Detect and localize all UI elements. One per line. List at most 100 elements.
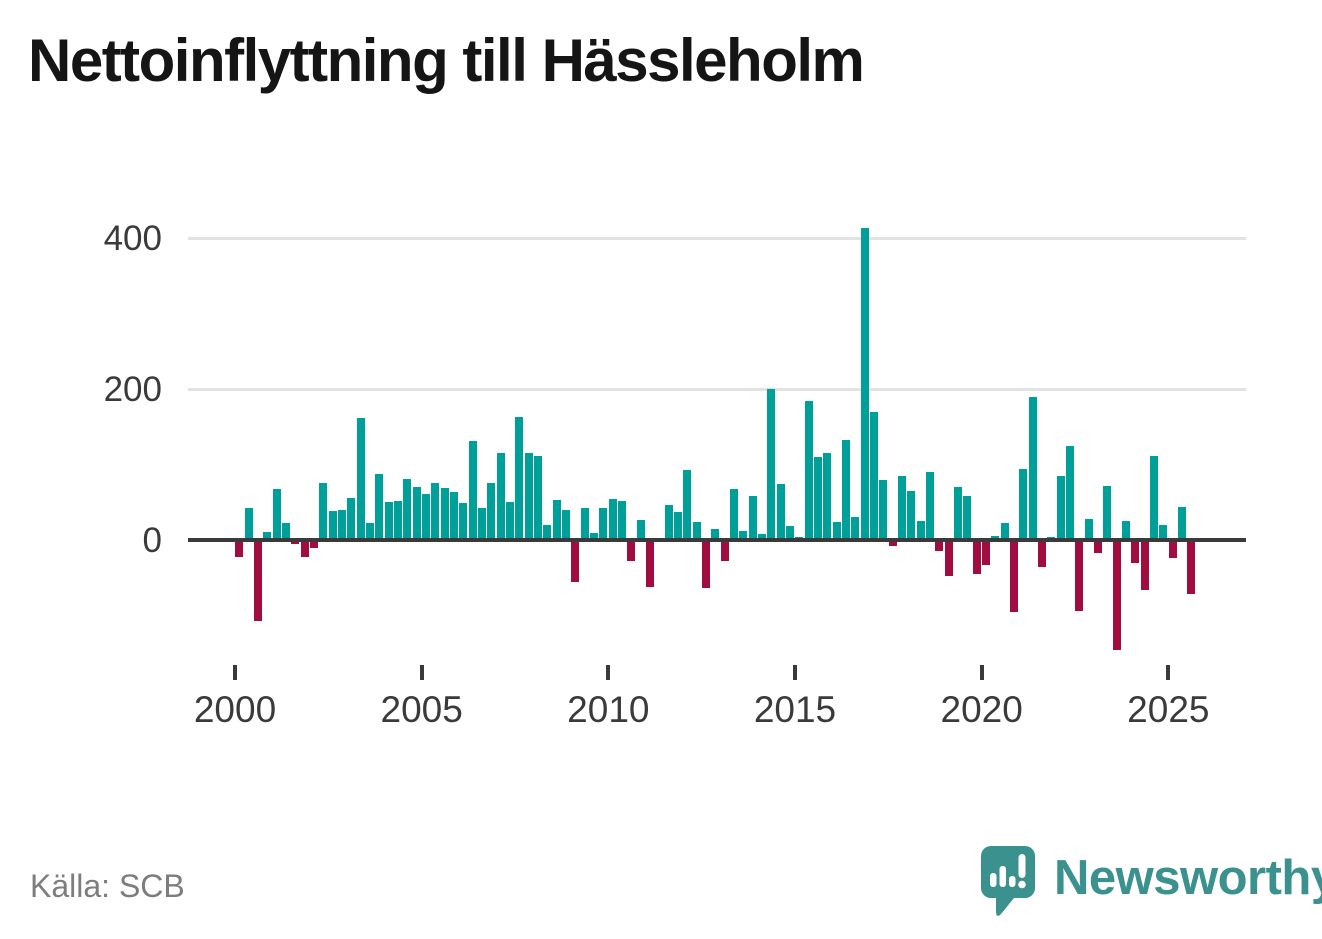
- x-axis-label-2005: 2005: [380, 689, 463, 730]
- source-caption: Källa: SCB: [30, 868, 185, 904]
- bar-2000-q17: [393, 500, 402, 540]
- bar-2000-q48: [683, 469, 692, 540]
- bar-2000-q15: [375, 473, 384, 540]
- bar-2000-q86: [1037, 540, 1046, 568]
- bar-2000-q10: [328, 511, 337, 540]
- bar-2000-q42: [627, 540, 636, 562]
- bar-2000-q28: [496, 453, 505, 540]
- bar-2000-q73: [916, 521, 925, 540]
- bar-2000-q1: [244, 507, 253, 540]
- bar-2000-q59: [785, 526, 794, 540]
- bar-2000-q57: [767, 389, 776, 540]
- bar-2000-q58: [776, 484, 785, 540]
- bar-2000-q30: [515, 417, 524, 540]
- x-axis-label-2010: 2010: [567, 689, 650, 730]
- bar-2000-q80: [981, 540, 990, 565]
- bar-2000-q20: [421, 494, 430, 540]
- bar-2000-q76: [944, 540, 953, 577]
- bar-2000-q37: [580, 508, 589, 540]
- y-axis-label-200: 200: [103, 369, 162, 409]
- bar-2000-q0: [235, 540, 244, 557]
- bar-2000-q77: [953, 487, 962, 540]
- newsworthy-logo-icon: [981, 846, 1035, 916]
- bar-2000-q54: [739, 530, 748, 540]
- bar-2000-q18: [403, 478, 412, 540]
- bar-2000-q47: [673, 512, 682, 540]
- bar-2000-q13: [356, 417, 365, 540]
- bar-2000-q32: [533, 456, 542, 540]
- bar-2000-q14: [365, 523, 374, 540]
- bar-2000-q82: [1000, 522, 1009, 540]
- bar-2000-q85: [1028, 396, 1037, 540]
- bar-2000-q78: [963, 496, 972, 540]
- x-axis-tick-2015: [792, 665, 797, 680]
- x-axis-tick-2000: [233, 665, 237, 680]
- bar-2000-q67: [860, 227, 869, 540]
- bar-2000-q25: [468, 441, 477, 540]
- bar-2000-q40: [608, 498, 617, 540]
- bar-2000-q51: [711, 528, 720, 540]
- bar-2000-q71: [897, 475, 906, 540]
- x-axis-label-2025: 2025: [1127, 689, 1210, 730]
- bar-2000-q12: [347, 497, 356, 540]
- bar-2000-q3: [263, 531, 272, 540]
- x-axis-label-2020: 2020: [940, 689, 1023, 730]
- bar-2000-q90: [1075, 540, 1084, 611]
- chart-title: Nettoinflyttning till Hässleholm: [28, 27, 865, 94]
- bar-2000-q33: [543, 524, 552, 540]
- bar-2000-q36: [571, 540, 580, 583]
- bar-2000-q21: [431, 482, 440, 540]
- bar-2000-q99: [1159, 524, 1168, 540]
- newsworthy-logo: Newsworthy: [980, 845, 1322, 920]
- bar-2000-q19: [412, 487, 421, 540]
- bar-2000-q43: [636, 520, 645, 540]
- bar-2000-q95: [1121, 521, 1130, 540]
- gridline-y200: [188, 387, 1246, 391]
- bar-2000-q50: [701, 540, 710, 589]
- bar-2000-q7: [300, 540, 309, 558]
- bar-2000-q49: [692, 521, 701, 540]
- newsworthy-logo-text: Newsworthy: [1054, 851, 1322, 905]
- bar-2000-q79: [972, 540, 981, 574]
- bar-2000-q9: [319, 483, 328, 540]
- bar-2000-q53: [729, 489, 738, 540]
- bar-2000-q70: [888, 540, 897, 547]
- bar-2000-q64: [832, 521, 841, 540]
- bar-2000-q102: [1187, 540, 1196, 595]
- bar-2000-q2: [253, 540, 262, 622]
- bar-2000-q84: [1019, 469, 1028, 540]
- bar-2000-q23: [449, 491, 458, 540]
- bar-2000-q26: [477, 507, 486, 540]
- bar-2000-q63: [823, 452, 832, 540]
- bar-2000-q100: [1168, 540, 1177, 559]
- bar-2000-q91: [1084, 518, 1093, 540]
- bar-2000-q72: [907, 490, 916, 540]
- bar-2000-q89: [1065, 445, 1074, 540]
- x-axis-tick-2025: [1166, 665, 1171, 680]
- bar-2000-q52: [720, 540, 729, 562]
- bar-2000-q8: [309, 540, 318, 548]
- bar-2000-q46: [664, 504, 673, 540]
- bar-2000-q41: [617, 500, 626, 540]
- bar-2000-q66: [851, 517, 860, 540]
- x-axis-tick-2010: [606, 665, 611, 680]
- bar-2000-q88: [1056, 475, 1065, 540]
- bar-2000-q83: [1009, 540, 1018, 613]
- bar-2000-q92: [1093, 540, 1102, 553]
- bar-2000-q24: [459, 503, 468, 540]
- bar-2000-q34: [552, 500, 561, 540]
- bar-2000-q56: [757, 533, 766, 540]
- zero-axis-line: [188, 537, 1246, 543]
- bar-2000-q75: [935, 540, 944, 552]
- bar-2000-q11: [337, 509, 346, 540]
- bar-2000-q27: [487, 482, 496, 540]
- x-axis-label-2015: 2015: [753, 689, 837, 730]
- bar-2000-q69: [879, 480, 888, 540]
- bar-2000-q65: [841, 440, 850, 540]
- bar-2000-q94: [1112, 540, 1121, 651]
- x-axis-tick-2005: [419, 665, 424, 680]
- bar-2000-q4: [272, 488, 281, 540]
- bar-2000-q101: [1177, 506, 1186, 540]
- bar-2000-q35: [561, 509, 570, 540]
- bar-2000-q31: [524, 452, 533, 540]
